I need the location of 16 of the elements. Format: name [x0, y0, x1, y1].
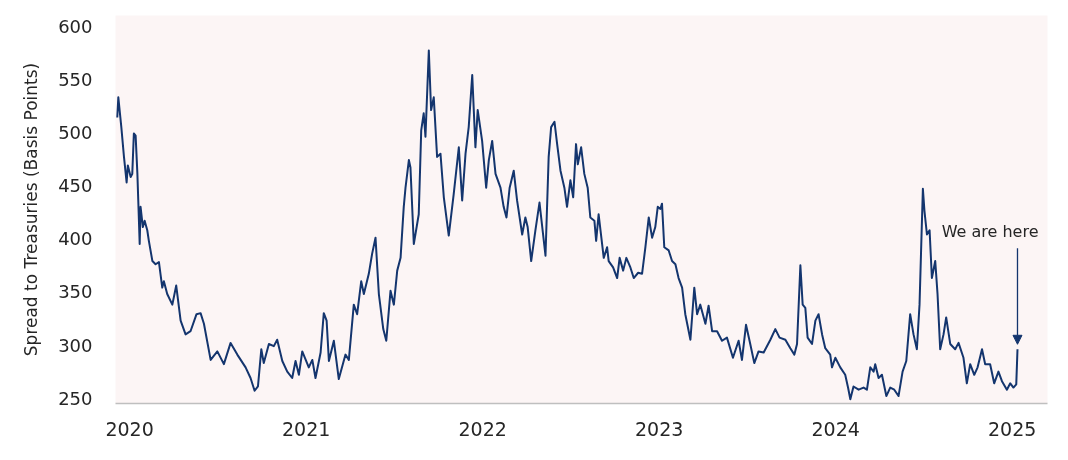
- x-tick-label: 2023: [634, 417, 684, 440]
- x-tick-label: 2020: [105, 417, 154, 440]
- x-tick-label: 2022: [458, 417, 507, 440]
- y-tick-label: 500: [58, 121, 93, 143]
- y-tick-label: 350: [58, 281, 93, 303]
- x-tick-label: 2021: [281, 417, 331, 440]
- annotation: We are here: [941, 221, 1039, 241]
- y-tick-label: 600: [58, 15, 93, 37]
- y-tick-label: 300: [58, 334, 93, 356]
- x-tick-label: 2024: [811, 417, 860, 440]
- y-tick-label: 400: [58, 228, 93, 250]
- y-axis-title: Spread to Treasuries (Basis Points): [21, 62, 42, 357]
- x-tick-label: 2025: [988, 417, 1037, 440]
- y-tick-label: 450: [58, 175, 93, 197]
- y-tick-label: 250: [58, 387, 93, 409]
- y-tick-label: 550: [58, 68, 93, 90]
